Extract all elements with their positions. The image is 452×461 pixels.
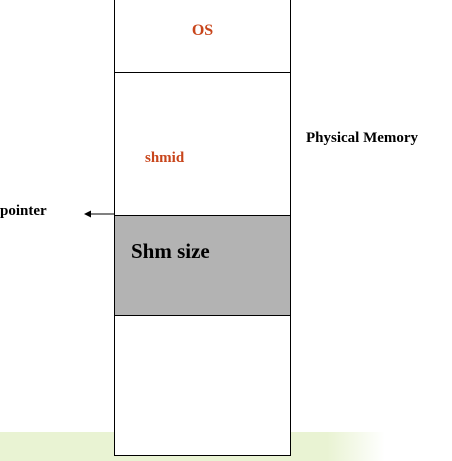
os-segment: OS (115, 0, 290, 73)
os-label: OS (191, 22, 214, 39)
pointer-label: pointer (0, 203, 47, 219)
shmid-label: shmid (145, 150, 185, 166)
physical-memory-block: OS shmid Shm size (114, 0, 291, 456)
pointer-arrow-icon (84, 210, 114, 218)
shmid-segment: shmid (115, 73, 290, 215)
shm-size-label: Shm size (131, 239, 210, 263)
shared-memory-segment: Shm size (115, 215, 290, 316)
free-memory-segment (115, 316, 290, 456)
physical-memory-label: Physical Memory (306, 130, 419, 146)
